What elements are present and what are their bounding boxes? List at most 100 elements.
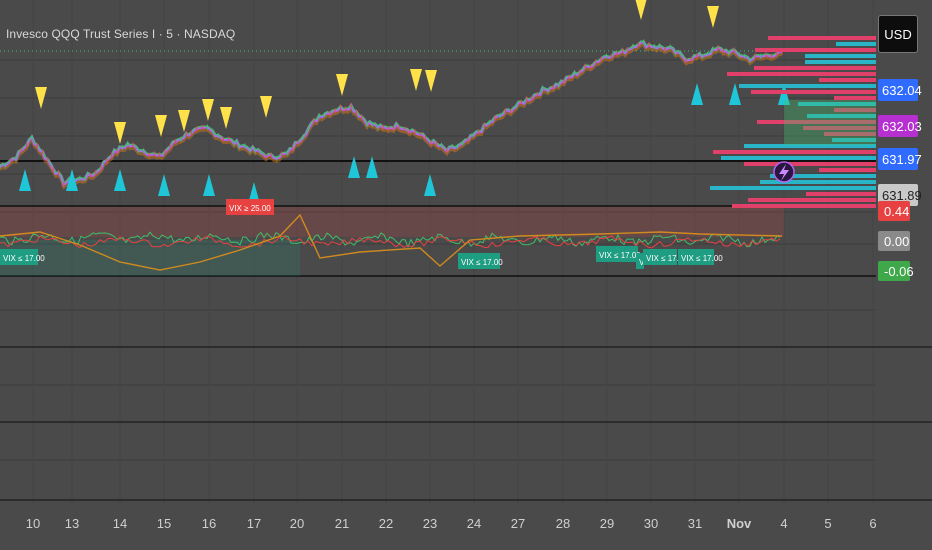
sell-signal-triangle	[35, 87, 47, 109]
vix-annotation: VIX ≥ 25.00	[226, 199, 274, 215]
vix-annotation: VIX ≤ 17.00	[678, 249, 723, 265]
x-tick-label: 20	[290, 516, 304, 531]
volume-profile-bar	[754, 66, 876, 70]
signal-markers	[19, 0, 790, 204]
buy-signal-triangle	[114, 169, 126, 191]
volume-profile-bar	[710, 186, 876, 190]
volume-profile-bar	[760, 180, 876, 184]
buy-signal-triangle	[348, 156, 360, 178]
price-scale-value: 632.03	[882, 119, 922, 134]
price-scale-label-bg	[878, 184, 918, 206]
buy-signal-triangle	[248, 182, 260, 204]
volume-profile-bar	[836, 42, 876, 46]
volume-profile-bar	[755, 48, 876, 52]
volume-profile-bar	[770, 174, 876, 178]
oscillator-scale-label-bg	[878, 201, 910, 221]
sell-signal-triangle	[114, 122, 126, 144]
time-axis: 10 13 14 15 16 17 20 21 22 23 24 27 28 29 30 31 Nov 4 5 6	[26, 516, 877, 531]
oscillator-scale-label: 0.00	[878, 231, 910, 251]
sell-signal-triangle	[178, 110, 190, 132]
price-scale-value: 632.04	[882, 83, 922, 98]
buy-signal-triangle	[19, 169, 31, 191]
oscillator-scale-label-bg	[878, 231, 910, 251]
oscillator-scale-label: -0.06	[878, 261, 914, 281]
volume-profile-bar	[824, 132, 876, 136]
value-area-highlight	[784, 100, 876, 145]
vix-annotation-label: VIX ≥ 25.00	[229, 204, 271, 213]
price-series	[0, 39, 783, 190]
oscillator-line	[0, 235, 781, 249]
oscillator-scale-value: 0.44	[884, 204, 909, 219]
price-scale-label-bg	[878, 148, 918, 170]
volume-profile-bar	[803, 126, 876, 130]
vix-annotation-label: VIX ≤ 17.00	[681, 254, 723, 263]
vix-annotation: VIX ≤ 17.00	[643, 249, 688, 265]
oscillator-line	[0, 231, 781, 248]
vix-annotation-label: V	[639, 258, 645, 267]
buy-signal-triangle	[424, 174, 436, 196]
x-tick-label: 4	[780, 516, 787, 531]
volume-profile-bar	[744, 144, 876, 148]
x-tick-label: 14	[113, 516, 127, 531]
sell-signal-triangle	[202, 99, 214, 121]
volume-profile-bar	[834, 96, 876, 100]
x-tick-label: 30	[644, 516, 658, 531]
x-tick-label: 10	[26, 516, 40, 531]
vix-annotation: VIX ≤ 17.00	[0, 249, 45, 265]
volume-profile-bar	[721, 156, 876, 160]
buy-signal-triangle	[203, 174, 215, 196]
x-tick-label: 13	[65, 516, 79, 531]
price-scale-label: 632.03	[878, 115, 922, 137]
volume-profile-bar	[819, 168, 876, 172]
sell-signal-triangle	[410, 69, 422, 91]
volume-profile	[710, 36, 876, 208]
price-scale: 632.04 632.03 631.97 631.890.44 0.00 -0.06	[878, 79, 922, 281]
x-tick-label: 17	[247, 516, 261, 531]
vix-annotation-badge	[643, 249, 677, 265]
volume-profile-bar	[806, 192, 876, 196]
currency-button[interactable]: USD	[878, 15, 918, 53]
vix-annotation-badge	[458, 253, 500, 269]
price-line-green	[0, 40, 783, 185]
price-scale-label-bg	[878, 115, 918, 137]
x-tick-label: 24	[467, 516, 481, 531]
volume-profile-bar	[751, 90, 876, 94]
sell-signal-triangle	[707, 6, 719, 28]
vix-annotation-label: VIX ≤ 17.00	[3, 254, 45, 263]
vix-annotation-label: VIX ≤ 17.00	[461, 258, 503, 267]
x-tick-label: 23	[423, 516, 437, 531]
volume-profile-bar	[807, 114, 876, 118]
vix-annotation-badge	[678, 249, 714, 265]
price-scale-label-bg	[878, 79, 918, 101]
vix-annotation: VIX ≤ 17.00	[458, 253, 503, 269]
price-scale-label: 631.89	[878, 184, 922, 206]
x-tick-label: 16	[202, 516, 216, 531]
volume-profile-bar	[744, 162, 876, 166]
price-scale-value: 631.97	[882, 152, 922, 167]
volume-profile-bar	[834, 108, 876, 112]
vix-annotation: VIX ≤ 17.00 VI	[596, 246, 651, 262]
x-tick-label: 5	[824, 516, 831, 531]
buy-signal-triangle	[366, 156, 378, 178]
x-tick-label: 29	[600, 516, 614, 531]
volume-profile-bar	[798, 102, 876, 106]
volume-profile-bar	[727, 72, 876, 76]
volume-profile-bar	[768, 36, 876, 40]
volume-profile-bar	[832, 138, 876, 142]
volume-profile-bar	[819, 78, 876, 82]
vix-annotation-badge	[0, 249, 38, 265]
lightning-icon	[779, 164, 789, 181]
volume-profile-bar	[739, 84, 876, 88]
sell-signal-triangle	[336, 74, 348, 96]
volume-profile-bar	[748, 198, 876, 202]
x-tick-label: 31	[688, 516, 702, 531]
x-tick-label: 28	[556, 516, 570, 531]
x-tick-label: 15	[157, 516, 171, 531]
x-tick-label: 6	[869, 516, 876, 531]
x-tick-label: 22	[379, 516, 393, 531]
price-scale-value: 631.89	[882, 188, 922, 203]
vix-annotation-label: VIX ≤ 17.00 VI	[599, 251, 651, 260]
price-scale-label: 631.97	[878, 148, 922, 170]
